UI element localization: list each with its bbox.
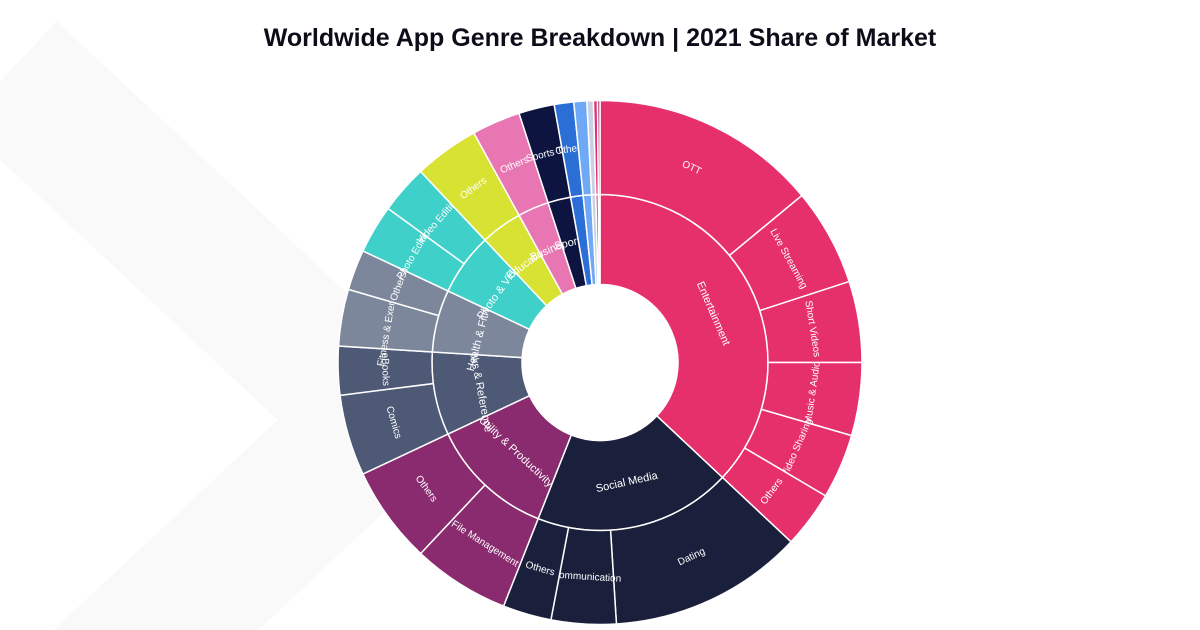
chart-title: Worldwide App Genre Breakdown | 2021 Sha… [0, 24, 1200, 53]
inner-slice [598, 195, 600, 285]
sunburst-chart: EntertainmentOTTLive StreamingShort Vide… [320, 83, 880, 630]
outer-slice [598, 101, 600, 195]
